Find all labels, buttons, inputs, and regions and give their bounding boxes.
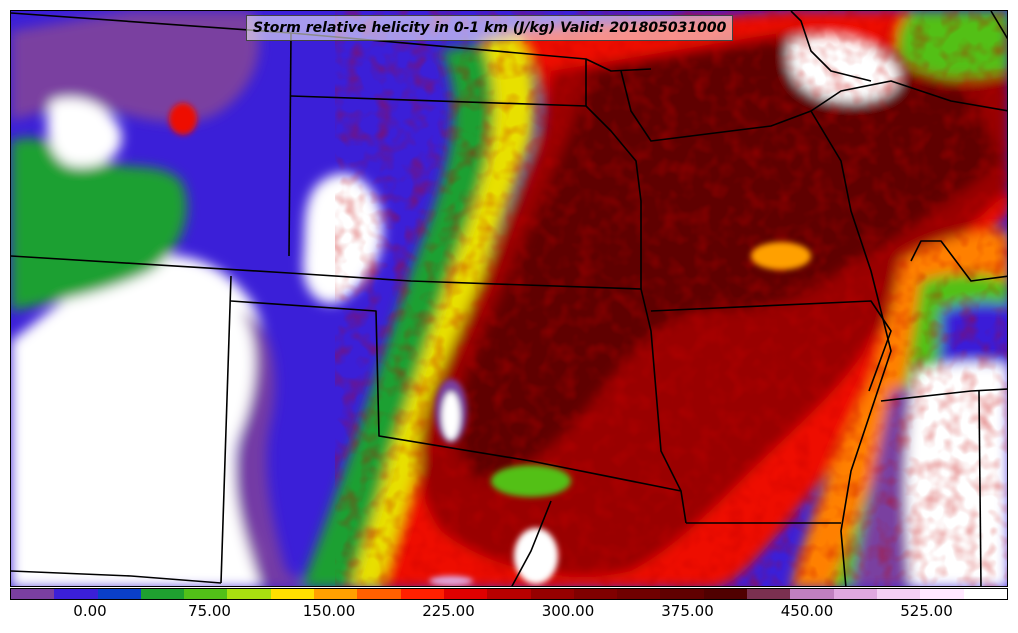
colorbar-segment	[140, 589, 185, 599]
colorbar-segment	[876, 589, 921, 599]
feature-tx-panhandle-white	[442, 392, 460, 440]
colorbar-segment	[617, 589, 661, 599]
colorbar-segment	[443, 589, 488, 599]
colorbar-segment	[747, 589, 791, 599]
colorbar-tick-label: 375.00	[661, 602, 714, 620]
colorbar-segment	[400, 589, 444, 599]
colorbar-segment	[920, 589, 964, 599]
colorbar-segment	[833, 589, 877, 599]
field-purple-southwest-rim	[234, 311, 309, 586]
colorbar-tick-label: 75.00	[188, 602, 231, 620]
colorbar-tick-label: 225.00	[422, 602, 475, 620]
feature-north-tx-green	[491, 465, 571, 497]
feature-mo-yellow	[751, 242, 811, 270]
feature-bottom-pink	[429, 576, 473, 586]
colorbar-segment	[487, 589, 531, 599]
colorbar-segment	[97, 589, 141, 599]
colorbar-segment	[227, 589, 271, 599]
colorbar-segment	[963, 589, 1007, 599]
colorbar-tick-label: 150.00	[302, 602, 356, 620]
colorbar-segment	[270, 589, 315, 599]
colorbar-tick-label: 0.00	[73, 602, 107, 620]
colorbar	[10, 588, 1008, 600]
colorbar-segment	[11, 589, 55, 599]
field-white-central	[302, 173, 383, 304]
feature-north-tx-white	[514, 528, 558, 584]
colorbar-tick-label: 300.00	[541, 602, 595, 620]
map-title: Storm relative helicity in 0-1 km (J/kg)…	[246, 15, 734, 41]
colorbar-segment	[314, 589, 358, 599]
colorbar-segment	[660, 589, 704, 599]
colorbar-segment	[184, 589, 228, 599]
field-texture	[391, 51, 951, 571]
colorbar-segment	[573, 589, 618, 599]
field-nw-purple	[11, 11, 260, 123]
colorbar-labels: 0.00 75.00 150.00 225.00 300.00 375.00 450.00 5…	[10, 602, 1008, 626]
colorbar-segment	[357, 589, 401, 599]
helicity-field-map	[11, 11, 1007, 586]
state-boundaries	[11, 11, 1007, 586]
colorbar-segment	[790, 589, 834, 599]
map-panel	[10, 10, 1008, 587]
field-nw-green	[11, 138, 187, 311]
field-nw-white	[47, 97, 122, 167]
feature-id-red-spot	[169, 103, 197, 135]
colorbar-segment	[703, 589, 748, 599]
colorbar-segment	[530, 589, 574, 599]
colorbar-segment	[54, 589, 98, 599]
colorbar-tick-label: 450.00	[780, 602, 834, 620]
colorbar-tick-label: 525.00	[900, 602, 953, 620]
field-white-southwest	[11, 255, 266, 586]
